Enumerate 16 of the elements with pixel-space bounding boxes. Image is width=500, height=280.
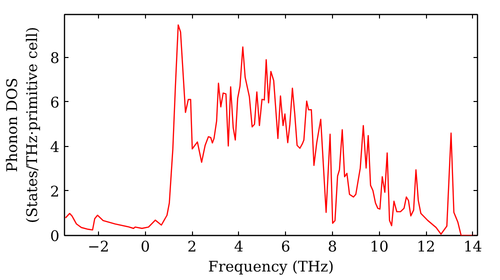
y-tick-label: 0: [50, 228, 60, 245]
y-tick-label: 6: [50, 94, 60, 112]
y-tick-label: 4: [50, 138, 60, 156]
x-tick-label: 8: [328, 238, 338, 256]
x-tick-label: 4: [234, 238, 244, 256]
x-tick-label: 10: [370, 238, 389, 256]
x-tick-label: −2: [88, 238, 110, 256]
y-tick-label: 2: [50, 183, 60, 200]
x-tick-label: 0: [140, 238, 150, 256]
x-tick-label: 6: [280, 238, 290, 256]
y-axis-title: Phonon DOS (States/THz·primitive cell): [4, 26, 42, 224]
x-tick-label: 12: [416, 238, 436, 256]
y-tick-label: 8: [50, 50, 60, 67]
x-tick-label: 14: [463, 238, 482, 256]
x-axis-title: Frequency (THz): [208, 258, 334, 276]
x-tick-label: 2: [187, 238, 197, 256]
